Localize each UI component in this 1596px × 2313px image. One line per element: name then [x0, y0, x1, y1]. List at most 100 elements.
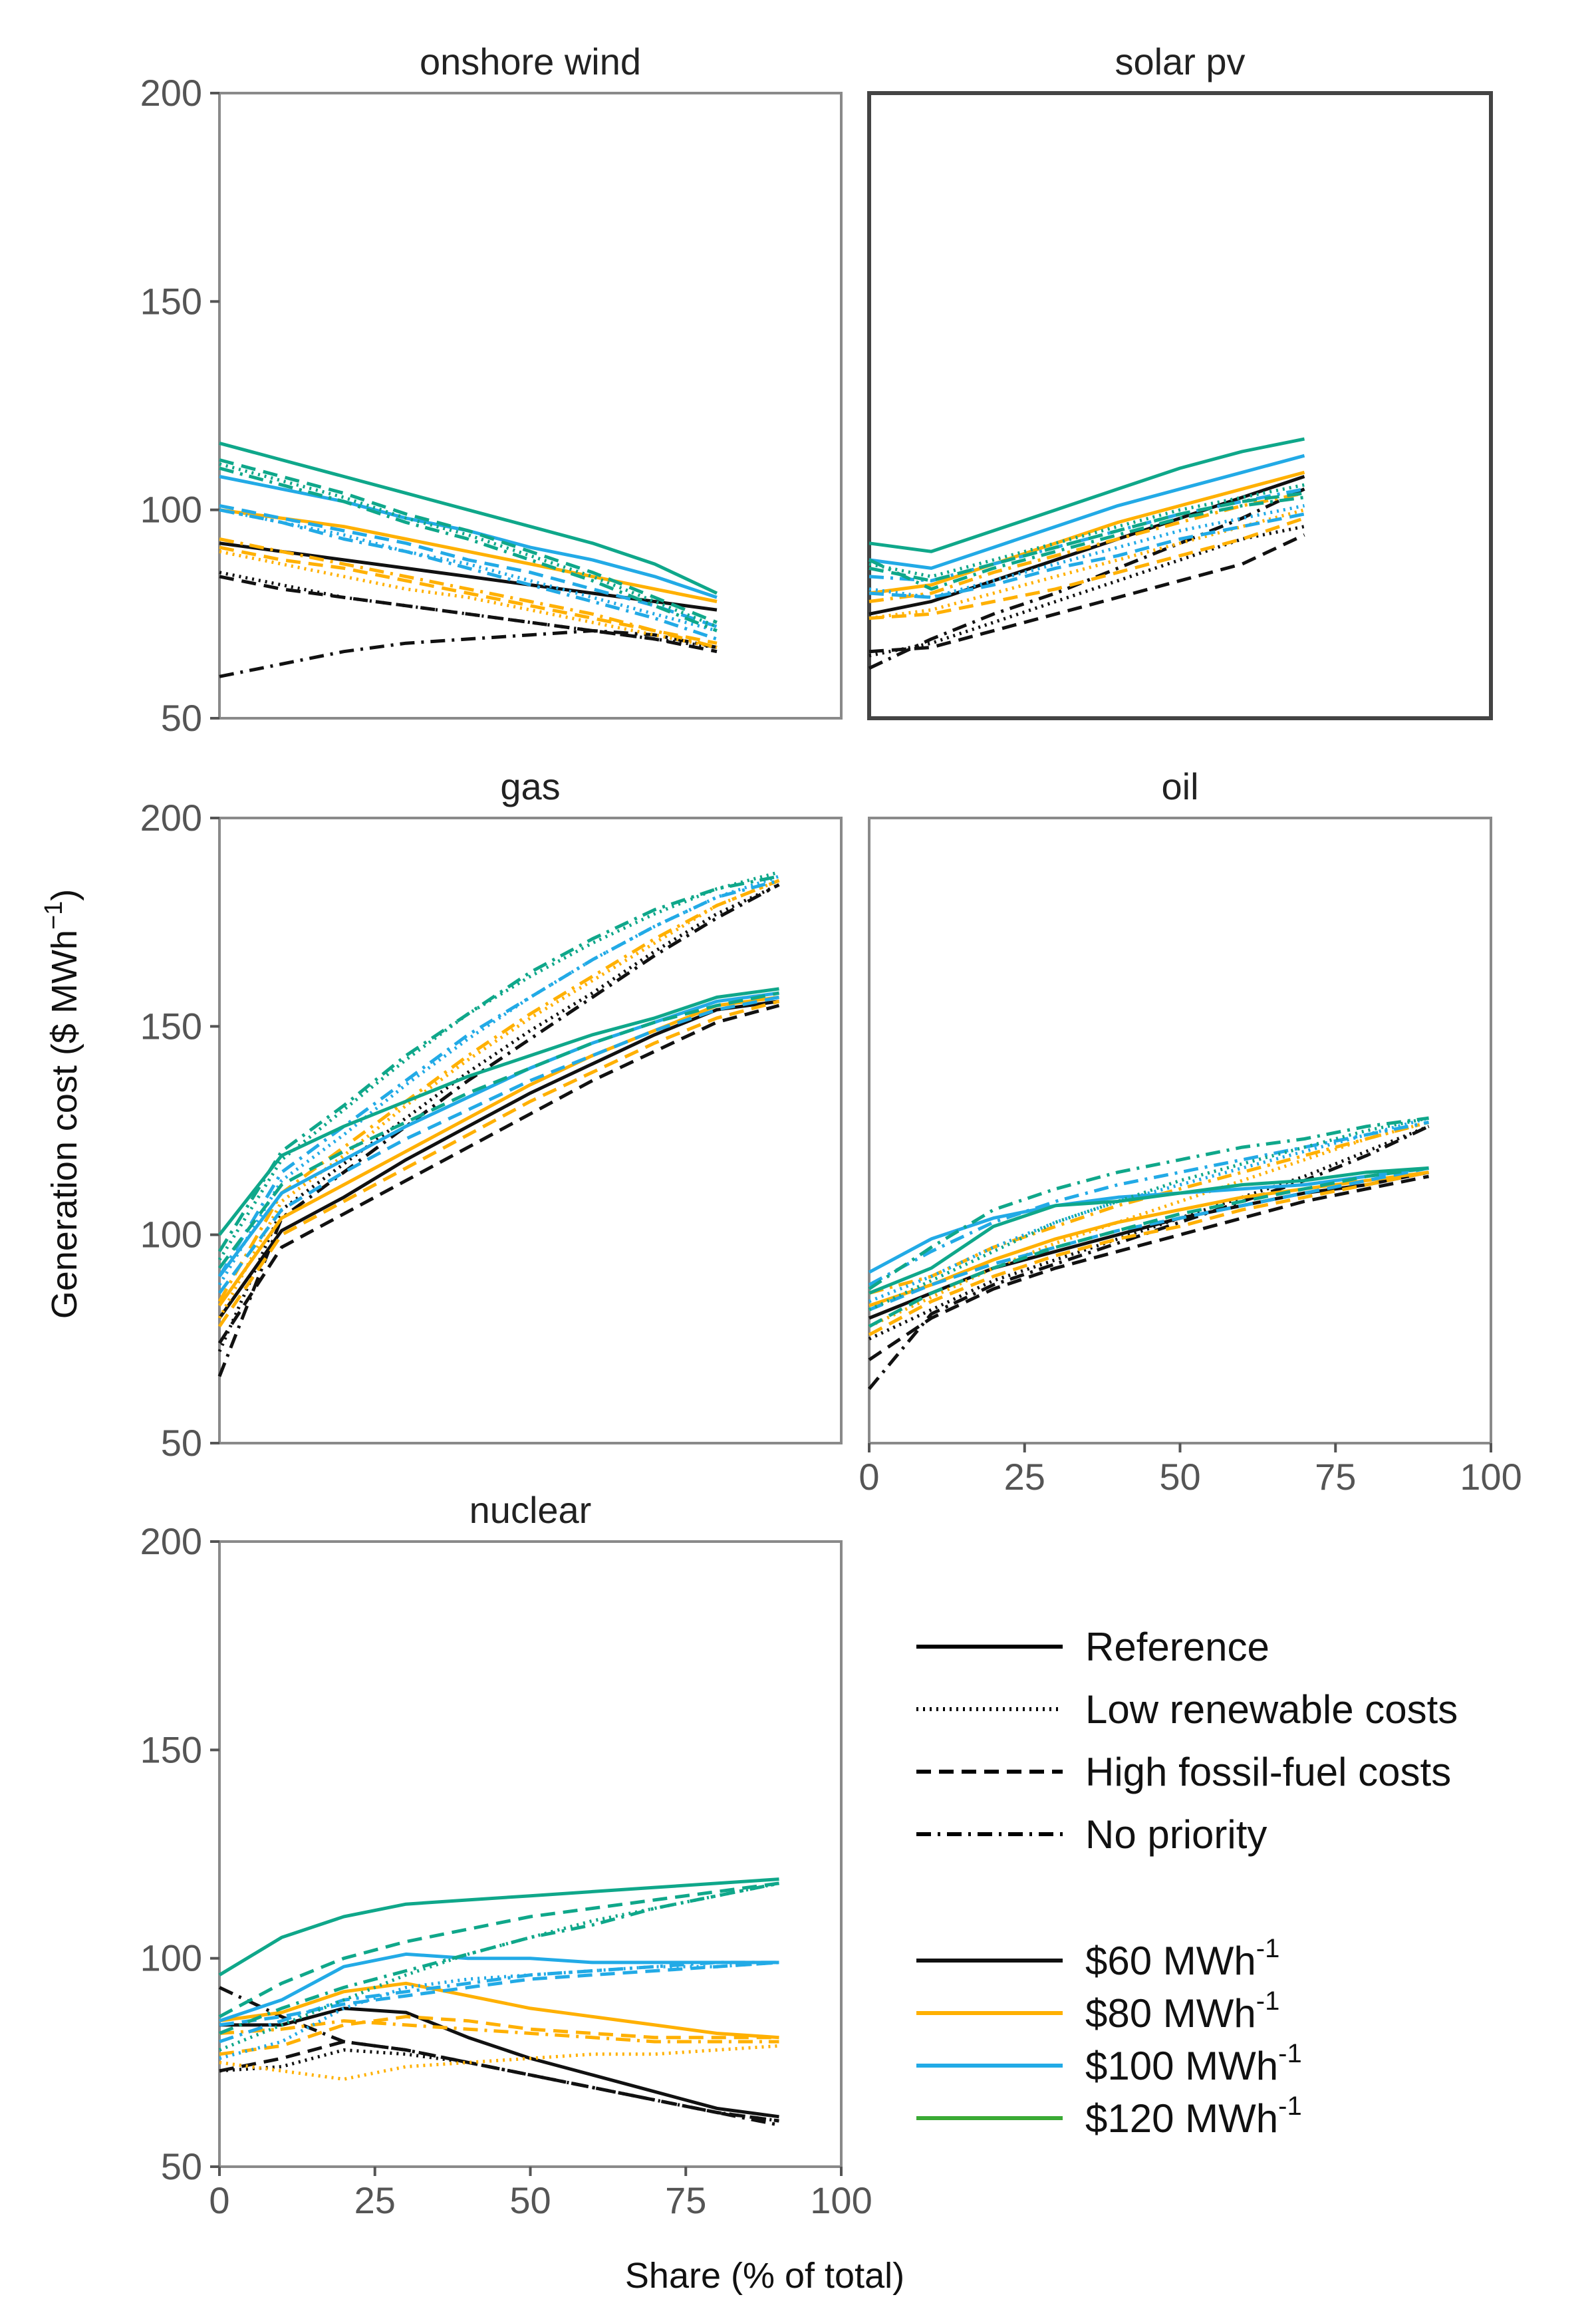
series-line-80-high-fossil-fuel-costs: [868, 1170, 1429, 1337]
series-line-100-reference: [868, 1166, 1429, 1274]
series-line-120-no-priority: [219, 1881, 779, 2035]
series-line-120-reference: [868, 437, 1305, 553]
series-line-120-high-fossil-fuel-costs: [217, 991, 779, 1270]
x-tick-label: 50: [1159, 1456, 1200, 1498]
panel-title: oil: [1161, 765, 1198, 807]
series-line-60-high-fossil-fuel-costs: [868, 533, 1305, 654]
y-tick-label: 50: [161, 1422, 202, 1464]
series-line-60-no-priority: [219, 628, 718, 678]
series-line-100-low-renewable-costs: [868, 1116, 1430, 1303]
legend-label-no-priority: No priority: [1085, 1812, 1267, 1857]
series-line-120-high-fossil-fuel-costs: [868, 1166, 1429, 1328]
series-line-80-low-renewable-costs: [219, 549, 718, 649]
series-line-100-low-renewable-costs: [219, 1961, 779, 2060]
series-line-100-low-renewable-costs: [217, 875, 780, 1286]
x-tick-label: 100: [810, 2179, 872, 2221]
panel-title: nuclear: [469, 1489, 592, 1531]
panel-solar-pv: solar pv: [867, 41, 1493, 720]
series-line-100-reference: [868, 454, 1305, 570]
legend: Reference Low renewable costs High fossil-…: [916, 1625, 1458, 2141]
y-tick-label: 200: [140, 797, 202, 839]
series-line-80-reference: [217, 996, 779, 1307]
series-line-100-no-priority: [219, 508, 718, 641]
series-line-120-high-fossil-fuel-costs: [868, 491, 1305, 583]
panels: onshore wind 50 100 150 200 solar pv gas 50 100 1…: [140, 41, 1522, 2221]
series-line-80-no-priority: [219, 537, 718, 649]
series-line-60-high-fossil-fuel-costs: [868, 1174, 1429, 1361]
series-line-120-reference: [218, 1877, 779, 1976]
series-line-100-reference: [219, 1952, 779, 2023]
series-line-60-no-priority: [218, 1986, 779, 2127]
series-line-80-high-fossil-fuel-costs: [217, 1000, 780, 1327]
series-line-80-high-fossil-fuel-costs: [219, 545, 718, 645]
series-line-80-low-renewable-costs: [868, 1121, 1430, 1328]
series-line-80-low-renewable-costs: [219, 2044, 779, 2081]
series-line-120-low-renewable-costs: [219, 1881, 779, 2052]
series-line-80-no-priority: [219, 2019, 779, 2044]
y-tick-label: 150: [140, 1005, 202, 1047]
y-tick-label: 50: [161, 2145, 202, 2187]
series-line-80-high-fossil-fuel-costs: [219, 2014, 779, 2056]
x-tick-label: 100: [1460, 1456, 1522, 1498]
series-line-120-reference: [219, 441, 718, 595]
y-axis-label: Generation cost ($ MWh−1): [40, 889, 84, 1319]
series-line-120-no-priority: [868, 1116, 1429, 1291]
series-line-60-high-fossil-fuel-costs: [219, 2040, 779, 2123]
series-line-120-no-priority: [217, 875, 779, 1253]
panel-title: onshore wind: [420, 41, 641, 82]
legend-label-low-renewable-costs: Low renewable costs: [1085, 1687, 1458, 1732]
panel-gas: gas 50 100 150 200: [140, 765, 843, 1464]
x-tick-label: 75: [665, 2179, 706, 2221]
y-tick-label: 150: [140, 280, 202, 322]
series-line-60-reference: [217, 1000, 779, 1319]
panel-frame: [218, 1540, 843, 2168]
panel-title: gas: [500, 765, 560, 807]
legend-color-label: $120 MWh-1: [1085, 2092, 1302, 2141]
series-line-120-low-renewable-costs: [217, 871, 780, 1261]
series-line-80-high-fossil-fuel-costs: [868, 516, 1305, 620]
series-line-80-reference: [219, 508, 718, 603]
x-tick-label: 0: [209, 2179, 229, 2221]
series-line-120-no-priority: [219, 466, 718, 632]
series-line-60-no-priority: [868, 1125, 1430, 1391]
series-line-60-reference: [219, 2006, 779, 2119]
series-line-60-no-priority: [217, 883, 780, 1377]
legend-label-reference: Reference: [1085, 1625, 1269, 1669]
panel-frame: [867, 91, 1493, 720]
y-tick-label: 200: [140, 1520, 202, 1562]
series-line-80-no-priority: [217, 879, 780, 1303]
x-tick-label: 25: [354, 2179, 396, 2221]
series-line-100-no-priority: [219, 1961, 779, 2044]
series-line-100-high-fossil-fuel-costs: [217, 996, 779, 1294]
x-axis-label: Share (% of total): [625, 2256, 904, 2296]
y-tick-label: 50: [161, 697, 202, 739]
x-tick-label: 50: [509, 2179, 551, 2221]
series-line-80-reference: [868, 1170, 1429, 1307]
y-tick-label: 200: [140, 72, 202, 114]
y-tick-label: 150: [140, 1728, 202, 1770]
series-line-80-reference: [219, 1981, 779, 2040]
series-line-120-high-fossil-fuel-costs: [219, 458, 718, 624]
series-line-60-high-fossil-fuel-costs: [217, 1004, 780, 1344]
panel-nuclear: nuclear 50 100 150 200 0 25 50 75 100: [140, 1489, 872, 2221]
y-tick-label: 100: [140, 1937, 202, 1979]
series-line-80-reference: [868, 470, 1305, 595]
series-line-100-no-priority: [868, 1121, 1429, 1287]
y-tick-label: 100: [140, 1214, 202, 1256]
legend-color-label: $100 MWh-1: [1085, 2039, 1302, 2088]
series-line-100-high-fossil-fuel-costs: [868, 1166, 1429, 1311]
panel-title: solar pv: [1115, 41, 1245, 82]
panel-oil: oil 0 25 50 75 100: [859, 765, 1522, 1498]
panel-onshore-wind: onshore wind 50 100 150 200: [140, 41, 843, 739]
panel-frame: [218, 817, 843, 1444]
series-line-100-low-renewable-costs: [219, 508, 718, 632]
series-line-120-no-priority: [868, 495, 1305, 591]
x-tick-label: 0: [859, 1456, 879, 1498]
series-line-100-reference: [217, 991, 779, 1278]
x-tick-label: 75: [1315, 1456, 1356, 1498]
series-line-100-no-priority: [217, 879, 780, 1278]
panel-frame: [218, 92, 843, 720]
series-line-120-reference: [868, 1166, 1429, 1295]
x-tick-label: 25: [1004, 1456, 1045, 1498]
